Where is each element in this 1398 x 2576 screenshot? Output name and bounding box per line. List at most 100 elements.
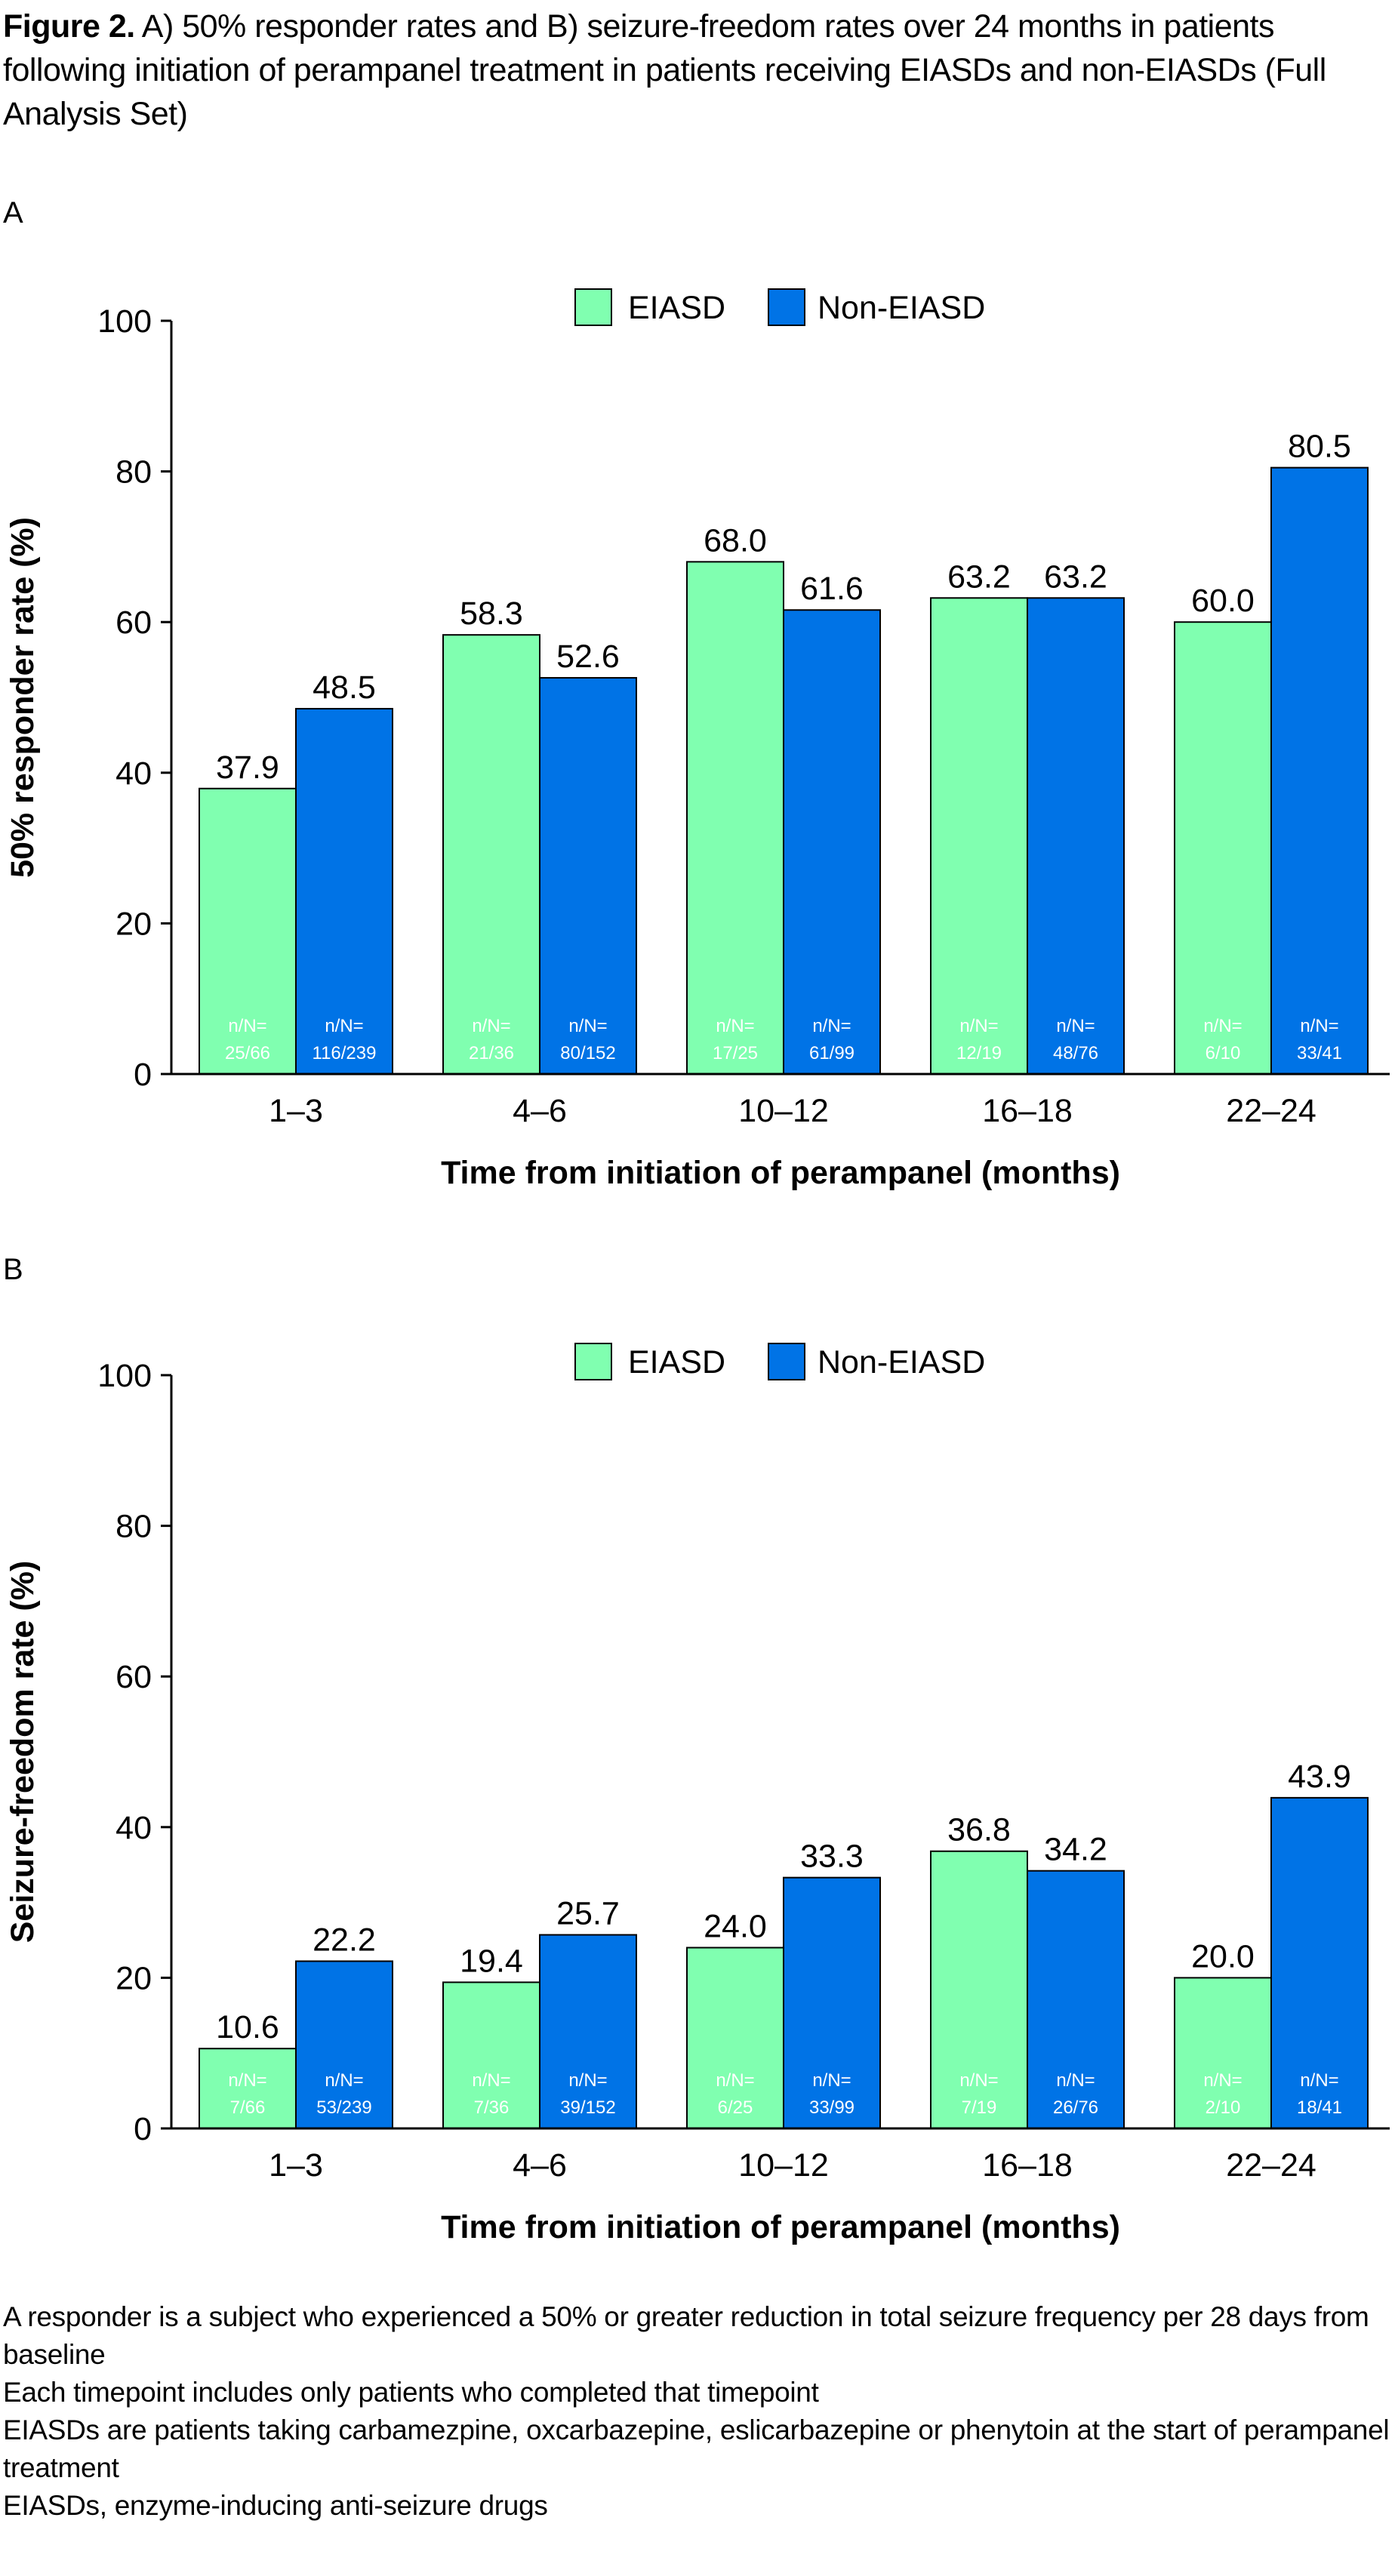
y-tick-label: 100 bbox=[97, 1358, 152, 1394]
bar-n-label: 6/25 bbox=[718, 2097, 753, 2118]
footnote: A responder is a subject who experienced… bbox=[3, 2301, 1369, 2370]
legend-swatch-eiasd bbox=[574, 288, 612, 326]
footnote: EIASDs are patients taking carbamezpine,… bbox=[3, 2414, 1390, 2483]
bar-n-label: 25/66 bbox=[225, 1043, 270, 1063]
x-axis-title: Time from initiation of perampanel (mont… bbox=[441, 2209, 1120, 2245]
x-tick-label: 16–18 bbox=[982, 2147, 1073, 2184]
y-tick-label: 0 bbox=[134, 1057, 152, 1093]
bar-value-label: 36.8 bbox=[947, 1812, 1011, 1848]
bar-non-eiasd bbox=[783, 609, 881, 1075]
bar-n-prefix: n/N= bbox=[812, 1016, 851, 1036]
legend-label-non-eiasd: Non-EIASD bbox=[818, 1344, 985, 1380]
bar-n-prefix: n/N= bbox=[716, 2070, 754, 2091]
bar-n-label: 7/66 bbox=[230, 2097, 266, 2118]
bar-n-prefix: n/N= bbox=[1203, 2070, 1242, 2091]
bar-n-prefix: n/N= bbox=[812, 2070, 851, 2091]
legend-swatch-eiasd bbox=[574, 1343, 612, 1380]
bar-value-label: 10.6 bbox=[216, 2009, 279, 2045]
footnote: Each timepoint includes only patients wh… bbox=[3, 2377, 819, 2408]
bar-value-label: 22.2 bbox=[313, 1922, 376, 1958]
bar-non-eiasd bbox=[1270, 1796, 1369, 2129]
bar-eiasd bbox=[442, 1981, 540, 2129]
bar-value-label: 58.3 bbox=[460, 596, 523, 632]
bar-n-label: 80/152 bbox=[560, 1043, 615, 1063]
bar-value-label: 43.9 bbox=[1288, 1759, 1351, 1795]
bar-value-label: 37.9 bbox=[216, 749, 279, 786]
bar-n-label: 17/25 bbox=[713, 1043, 758, 1063]
bar-n-label: 18/41 bbox=[1297, 2097, 1342, 2118]
bar-non-eiasd bbox=[539, 677, 637, 1075]
bar-eiasd bbox=[199, 787, 297, 1076]
figure-title: Figure 2. A) 50% responder rates and B) … bbox=[3, 5, 1392, 136]
y-axis-title: Seizure-freedom rate (%) bbox=[5, 1561, 41, 1944]
bar-non-eiasd bbox=[539, 1934, 637, 2129]
bar-n-prefix: n/N= bbox=[959, 2070, 998, 2091]
y-tick-label: 40 bbox=[115, 756, 152, 792]
bar-value-label: 19.4 bbox=[460, 1943, 523, 1979]
bar-eiasd bbox=[1174, 1977, 1272, 2129]
bar-n-prefix: n/N= bbox=[568, 2070, 607, 2091]
panel-label-b: B bbox=[3, 1253, 23, 1286]
bar-value-label: 34.2 bbox=[1044, 1832, 1107, 1868]
y-tick-label: 40 bbox=[115, 1810, 152, 1846]
legend-label-eiasd: EIASD bbox=[628, 290, 725, 326]
y-tick-label: 20 bbox=[115, 1960, 152, 1996]
bar-n-label: 21/36 bbox=[469, 1043, 514, 1063]
bar-n-label: 33/41 bbox=[1297, 1043, 1342, 1063]
y-tick-label: 100 bbox=[97, 303, 152, 340]
bar-non-eiasd bbox=[783, 1876, 881, 2130]
legend-swatch-non-eiasd bbox=[768, 1343, 805, 1380]
bar-n-prefix: n/N= bbox=[959, 1016, 998, 1036]
y-tick-label: 80 bbox=[115, 1509, 152, 1545]
x-tick-label: 10–12 bbox=[738, 1093, 829, 1129]
bar-non-eiasd bbox=[1027, 597, 1125, 1075]
bar-eiasd bbox=[686, 561, 784, 1075]
panel-label-a: A bbox=[3, 196, 23, 229]
legend-swatch-non-eiasd bbox=[768, 288, 805, 326]
bar-value-label: 25.7 bbox=[556, 1896, 620, 1932]
bar-value-label: 52.6 bbox=[556, 639, 620, 675]
bar-n-label: 48/76 bbox=[1053, 1043, 1098, 1063]
bar-n-prefix: n/N= bbox=[228, 2070, 266, 2091]
bar-n-prefix: n/N= bbox=[472, 2070, 510, 2091]
bar-n-prefix: n/N= bbox=[1300, 2070, 1338, 2091]
y-tick-label: 60 bbox=[115, 605, 152, 641]
y-tick-label: 60 bbox=[115, 1659, 152, 1695]
bar-n-prefix: n/N= bbox=[568, 1016, 607, 1036]
bar-n-label: 7/36 bbox=[474, 2097, 510, 2118]
bar-n-label: 33/99 bbox=[809, 2097, 855, 2118]
footnote: EIASDs, enzyme-inducing anti-seizure dru… bbox=[3, 2490, 548, 2521]
bar-n-label: 61/99 bbox=[809, 1043, 855, 1063]
bar-n-label: 39/152 bbox=[560, 2097, 615, 2118]
bar-value-label: 63.2 bbox=[1044, 559, 1107, 595]
bar-value-label: 33.3 bbox=[800, 1839, 864, 1875]
x-tick-label: 22–24 bbox=[1226, 2147, 1316, 2184]
bar-n-label: 7/19 bbox=[962, 2097, 997, 2118]
bar-n-label: 6/10 bbox=[1206, 1043, 1241, 1063]
bar-value-label: 60.0 bbox=[1191, 583, 1255, 619]
footnotes: A responder is a subject who experienced… bbox=[3, 2298, 1392, 2525]
bar-n-prefix: n/N= bbox=[1056, 1016, 1095, 1036]
figure-caption: A) 50% responder rates and B) seizure-fr… bbox=[3, 8, 1326, 132]
bar-n-prefix: n/N= bbox=[716, 1016, 754, 1036]
y-tick-label: 80 bbox=[115, 454, 152, 491]
bar-value-label: 80.5 bbox=[1288, 429, 1351, 465]
x-tick-label: 4–6 bbox=[513, 1093, 567, 1129]
legend-label-non-eiasd: Non-EIASD bbox=[818, 290, 985, 326]
bar-value-label: 63.2 bbox=[947, 559, 1011, 595]
y-tick-label: 20 bbox=[115, 906, 152, 942]
bar-non-eiasd bbox=[295, 707, 393, 1075]
bar-eiasd bbox=[930, 1850, 1028, 2130]
bar-eiasd bbox=[930, 597, 1028, 1075]
bar-n-label: 53/239 bbox=[316, 2097, 371, 2118]
bar-n-label: 2/10 bbox=[1206, 2097, 1241, 2118]
bar-n-label: 26/76 bbox=[1053, 2097, 1098, 2118]
x-tick-label: 1–3 bbox=[269, 1093, 323, 1129]
bar-eiasd bbox=[1174, 621, 1272, 1075]
bar-value-label: 61.6 bbox=[800, 571, 864, 607]
figure-label: Figure 2. bbox=[3, 8, 135, 45]
bar-n-prefix: n/N= bbox=[228, 1016, 266, 1036]
bar-value-label: 68.0 bbox=[704, 522, 767, 559]
x-axis-title: Time from initiation of perampanel (mont… bbox=[441, 1155, 1120, 1191]
